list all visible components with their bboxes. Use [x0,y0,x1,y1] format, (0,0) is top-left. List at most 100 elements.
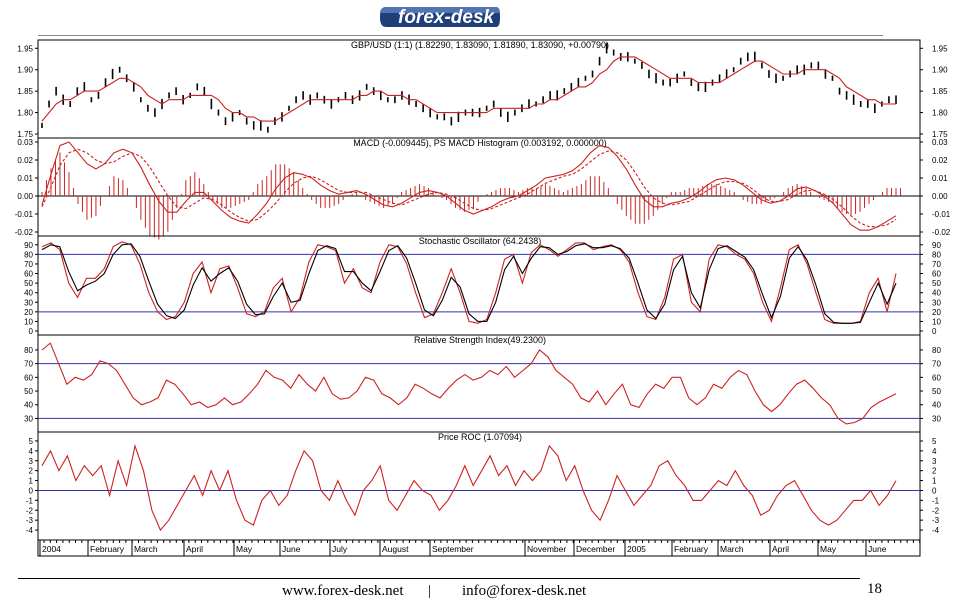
y-tick-label-left: 0 [29,486,34,495]
y-tick-label-left: 4 [29,447,34,456]
x-tick-label: May [820,544,837,554]
y-tick-label-right: 0.03 [932,138,948,147]
x-tick-label: August [382,544,409,554]
y-tick-label-right: 0.02 [932,156,948,165]
y-tick-label-right: 2 [932,467,937,476]
x-tick-label: April [186,544,203,554]
y-tick-label-right: -3 [932,516,940,525]
y-tick-label-left: 10 [24,317,33,326]
y-tick-label-right: 70 [932,260,941,269]
footer-rule [18,578,860,579]
y-tick-label-right: 40 [932,401,941,410]
y-tick-label-left: 3 [29,457,34,466]
y-tick-label-left: 60 [24,270,33,279]
panel-frame-rsi [37,334,921,433]
panel-frame-stochastic [37,235,921,336]
y-tick-label-left: 40 [24,401,33,410]
y-tick-label-right: 1.90 [932,66,948,75]
panel-frame-price [37,39,921,139]
series-line-stochastic-1 [41,243,897,324]
y-tick-label-right: 80 [932,250,941,259]
y-tick-label-left: 50 [24,387,33,396]
y-tick-label-right: 60 [932,373,941,382]
x-tick-label: 2005 [627,544,646,554]
x-tick-label: June [282,544,301,554]
panel-title-roc: Price ROC (1.07094) [438,432,522,442]
x-tick-label: April [772,544,789,554]
y-tick-label-left: 2 [29,467,34,476]
y-tick-label-left: -0.01 [15,210,34,219]
y-tick-label-left: 80 [24,346,33,355]
y-tick-label-left: 60 [24,373,33,382]
x-tick-label: March [720,544,744,554]
y-tick-label-left: 5 [29,437,34,446]
x-tick-label: November [527,544,566,554]
y-tick-label-right: 50 [932,279,941,288]
y-tick-label-left: 1.95 [17,44,33,53]
y-tick-label-right: -1 [932,496,940,505]
panel-frame-roc [37,431,921,541]
footer-email-link[interactable]: info@forex-desk.net [462,583,587,599]
header-rule [38,35,883,36]
y-tick-label-right: -4 [932,526,940,535]
panel-frame-macd [37,137,921,237]
y-tick-label-left: 1.80 [17,109,33,118]
y-tick-label-right: 10 [932,317,941,326]
y-tick-label-left: 30 [24,414,33,423]
y-tick-label-right: 60 [932,270,941,279]
y-tick-label-right: 1 [932,477,937,486]
panel-title-macd: MACD (-0.009445), PS MACD Histogram (0.0… [353,138,607,148]
y-tick-label-right: 80 [932,346,941,355]
y-tick-label-left: 1 [29,477,34,486]
series-line-rsi-0 [41,342,897,425]
series-line-macd-1 [41,148,897,228]
y-tick-label-left: 70 [24,360,33,369]
y-tick-label-right: 30 [932,414,941,423]
y-tick-label-right: 0 [932,327,937,336]
panel-title-rsi: Relative Strength Index(49.2300) [414,335,546,345]
y-tick-label-left: 0.03 [17,138,33,147]
y-tick-label-right: 5 [932,437,937,446]
y-tick-label-right: -2 [932,506,940,515]
panel-title-price: GBP/USD (1:1) (1.82290, 1.83090, 1.81890… [351,40,609,50]
y-tick-label-left: 70 [24,260,33,269]
series-line-roc-0 [41,443,897,532]
y-tick-label-right: 1.80 [932,109,948,118]
y-tick-label-left: 0 [29,327,34,336]
y-tick-label-right: 50 [932,387,941,396]
y-tick-label-left: 0.02 [17,156,33,165]
x-tick-label: September [432,544,474,554]
panel-title-stochastic: Stochastic Oscillator (64.2438) [419,236,542,246]
y-tick-label-left: 50 [24,279,33,288]
x-tick-label: 2004 [42,544,61,554]
y-tick-label-left: 80 [24,250,33,259]
y-tick-label-left: 40 [24,289,33,298]
y-tick-label-right: 1.75 [932,130,948,139]
series-line-macd-0 [41,141,897,231]
x-tick-label: December [576,544,615,554]
x-tick-label: July [332,544,348,554]
y-tick-label-right: 3 [932,457,937,466]
y-tick-label-left: -2 [26,506,34,515]
y-tick-label-right: -0.01 [932,210,951,219]
y-tick-label-right: 0 [932,486,937,495]
y-tick-label-right: 20 [932,308,941,317]
x-tick-label: February [90,544,125,554]
logo-text: forex-desk [398,7,496,28]
series-line-price-1 [41,56,896,122]
series-line-stochastic-0 [41,241,897,324]
logo-badge: forex-desk [380,7,500,28]
y-tick-label-right: 40 [932,289,941,298]
y-tick-label-right: -0.02 [932,228,951,237]
y-tick-label-left: 0.01 [17,174,33,183]
y-tick-label-left: -0.02 [15,228,34,237]
y-tick-label-left: 1.75 [17,130,33,139]
footer-url-link[interactable]: www.forex-desk.net [282,583,404,599]
y-tick-label-right: 0.01 [932,174,948,183]
y-tick-label-right: 90 [932,241,941,250]
y-tick-label-left: -4 [26,526,34,535]
y-tick-label-right: 4 [932,447,937,456]
x-tick-label: May [236,544,253,554]
y-tick-label-left: 1.85 [17,87,33,96]
